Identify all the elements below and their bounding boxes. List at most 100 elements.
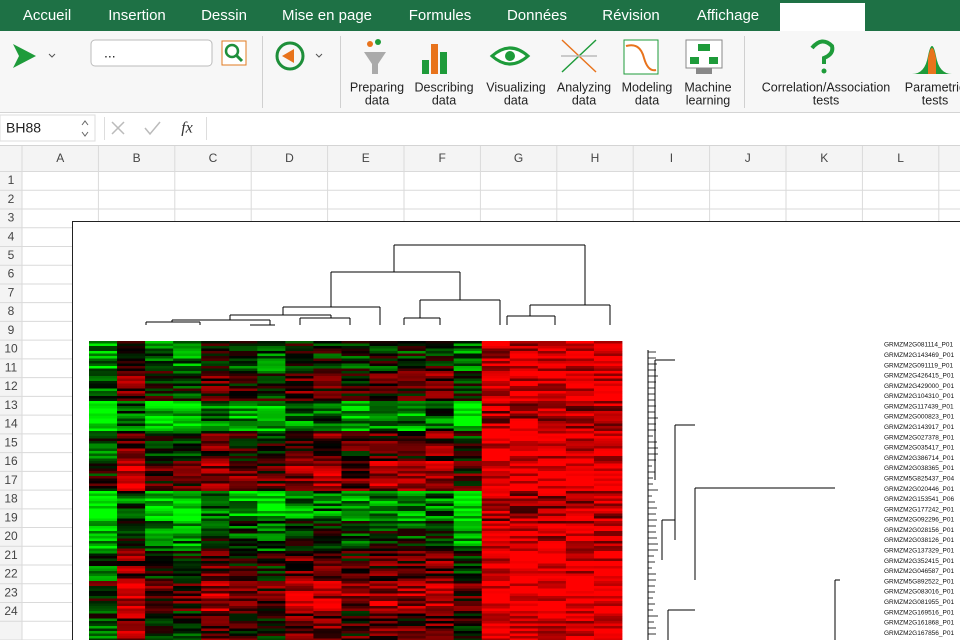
column-header[interactable]: G (514, 151, 523, 165)
ribbon-button-label[interactable]: tests (813, 93, 839, 107)
row-header[interactable]: 5 (8, 248, 15, 262)
ribbon-tab[interactable]: Mise en page (282, 7, 372, 24)
describing-icon[interactable] (422, 60, 429, 74)
row-header[interactable]: 9 (8, 323, 15, 337)
ribbon-button-label[interactable]: Machine (684, 80, 731, 94)
enter-icon[interactable] (144, 121, 161, 136)
heatmap-cell (117, 431, 146, 434)
row-header[interactable]: 6 (8, 267, 15, 281)
column-header[interactable]: A (56, 151, 64, 165)
ribbon-button-label[interactable]: tests (922, 93, 948, 107)
ribbon-tab[interactable]: Données (507, 7, 567, 24)
xlstat-icon[interactable] (13, 44, 36, 68)
row-header[interactable]: 4 (8, 229, 15, 243)
column-header[interactable]: D (285, 151, 294, 165)
refresh-icon[interactable] (275, 41, 305, 71)
column-header[interactable]: B (133, 151, 141, 165)
row-header[interactable]: 2 (8, 192, 15, 206)
heatmap-cell (201, 576, 230, 579)
heatmap-cell (509, 371, 539, 374)
dropdown-arrow[interactable] (315, 53, 323, 58)
analyzing-icon[interactable] (561, 39, 597, 73)
heatmap-cell (369, 343, 398, 347)
ribbon-button-label[interactable]: Visualizing (486, 80, 546, 94)
heatmap-cell (537, 441, 567, 444)
ribbon-tab[interactable]: Formules (409, 7, 472, 24)
heatmap-cell (537, 531, 567, 534)
heatmap-cell (285, 508, 314, 512)
heatmap-cell (425, 551, 455, 554)
ribbon-button-label[interactable]: data (365, 93, 389, 107)
row-header[interactable]: 12 (4, 379, 18, 393)
column-header[interactable]: C (209, 151, 218, 165)
row-header[interactable]: 16 (4, 454, 18, 468)
ribbon-button-label[interactable]: Parametric (905, 80, 960, 94)
heatmap-cell (313, 418, 342, 422)
ribbon-button-label[interactable]: data (432, 93, 456, 107)
ribbon-button-label[interactable]: Correlation/Association (762, 80, 891, 94)
heatmap-cell (257, 566, 286, 569)
cancel-icon[interactable] (111, 121, 125, 135)
ribbon-button-label[interactable]: data (504, 93, 528, 107)
heatmap-cell (537, 543, 567, 547)
row-header[interactable]: 13 (4, 398, 18, 412)
ribbon-button-label[interactable]: data (635, 93, 659, 107)
row-header[interactable]: 17 (4, 473, 18, 487)
ribbon-button-label[interactable]: Describing (414, 80, 473, 94)
row-header[interactable]: 15 (4, 435, 18, 449)
row-header[interactable]: 20 (4, 529, 18, 543)
heatmap-cell (257, 496, 286, 499)
heatmap-cell (341, 426, 370, 429)
dropdown-arrow[interactable] (48, 53, 56, 58)
row-header[interactable]: 7 (8, 285, 15, 299)
ribbon-button-label[interactable]: Modeling (622, 80, 673, 94)
ribbon-tab[interactable]: Révision (602, 7, 660, 24)
ribbon-tab[interactable]: Insertion (108, 7, 166, 24)
preparing-icon[interactable] (364, 52, 386, 74)
row-label: GRMZM2G091119_P01 (884, 362, 954, 369)
row-header[interactable]: 11 (5, 360, 18, 374)
ribbon-button-label[interactable]: Preparing (350, 80, 404, 94)
ribbon-tab[interactable]: Accueil (23, 7, 71, 24)
row-header[interactable]: 1 (8, 173, 15, 187)
heatmap-cell (285, 478, 314, 482)
heatmap-cell (509, 518, 539, 522)
name-box-spinner[interactable] (81, 120, 89, 137)
search-box[interactable] (90, 39, 213, 67)
row-header[interactable]: 14 (4, 417, 18, 431)
heatmap-cell (369, 438, 398, 442)
column-header[interactable]: K (820, 151, 828, 165)
ribbon-tab[interactable]: Dessin (201, 7, 247, 24)
row-header[interactable]: 24 (4, 604, 18, 618)
column-header[interactable]: F (439, 151, 446, 165)
heatmap-cell (369, 453, 398, 457)
ribbon-button-label[interactable]: data (572, 93, 596, 107)
column-header[interactable]: J (745, 151, 751, 165)
row-header[interactable]: 21 (4, 548, 18, 562)
function-icon[interactable]: fx (181, 120, 193, 137)
heatmap-cell (229, 361, 258, 364)
ribbon-button-label[interactable]: Analyzing (557, 80, 611, 94)
column-header[interactable]: I (670, 151, 673, 165)
ribbon-button-label[interactable]: learning (686, 93, 731, 107)
row-header[interactable]: 3 (8, 211, 15, 225)
row-header[interactable]: 10 (4, 342, 18, 356)
row-header[interactable]: 23 (4, 585, 18, 599)
row-header[interactable]: 18 (4, 492, 18, 506)
column-header[interactable]: H (591, 151, 600, 165)
heatmap-cell (313, 473, 342, 477)
column-header[interactable]: E (362, 151, 370, 165)
heatmap-cell (565, 463, 595, 467)
row-header[interactable]: 22 (4, 567, 18, 581)
heatmap-cell (369, 516, 398, 519)
correlation-icon[interactable] (810, 39, 835, 64)
column-header[interactable]: L (897, 151, 904, 165)
heatmap-cell (89, 423, 118, 427)
heatmap-cell (229, 411, 258, 414)
ribbon-tab[interactable]: Affichage (697, 7, 759, 24)
name-box[interactable] (0, 114, 96, 142)
heatmap-cell (369, 551, 398, 554)
ribbon-tab[interactable]: XLSTAT (794, 7, 850, 24)
row-header[interactable]: 19 (4, 510, 18, 524)
row-header[interactable]: 8 (8, 304, 15, 318)
